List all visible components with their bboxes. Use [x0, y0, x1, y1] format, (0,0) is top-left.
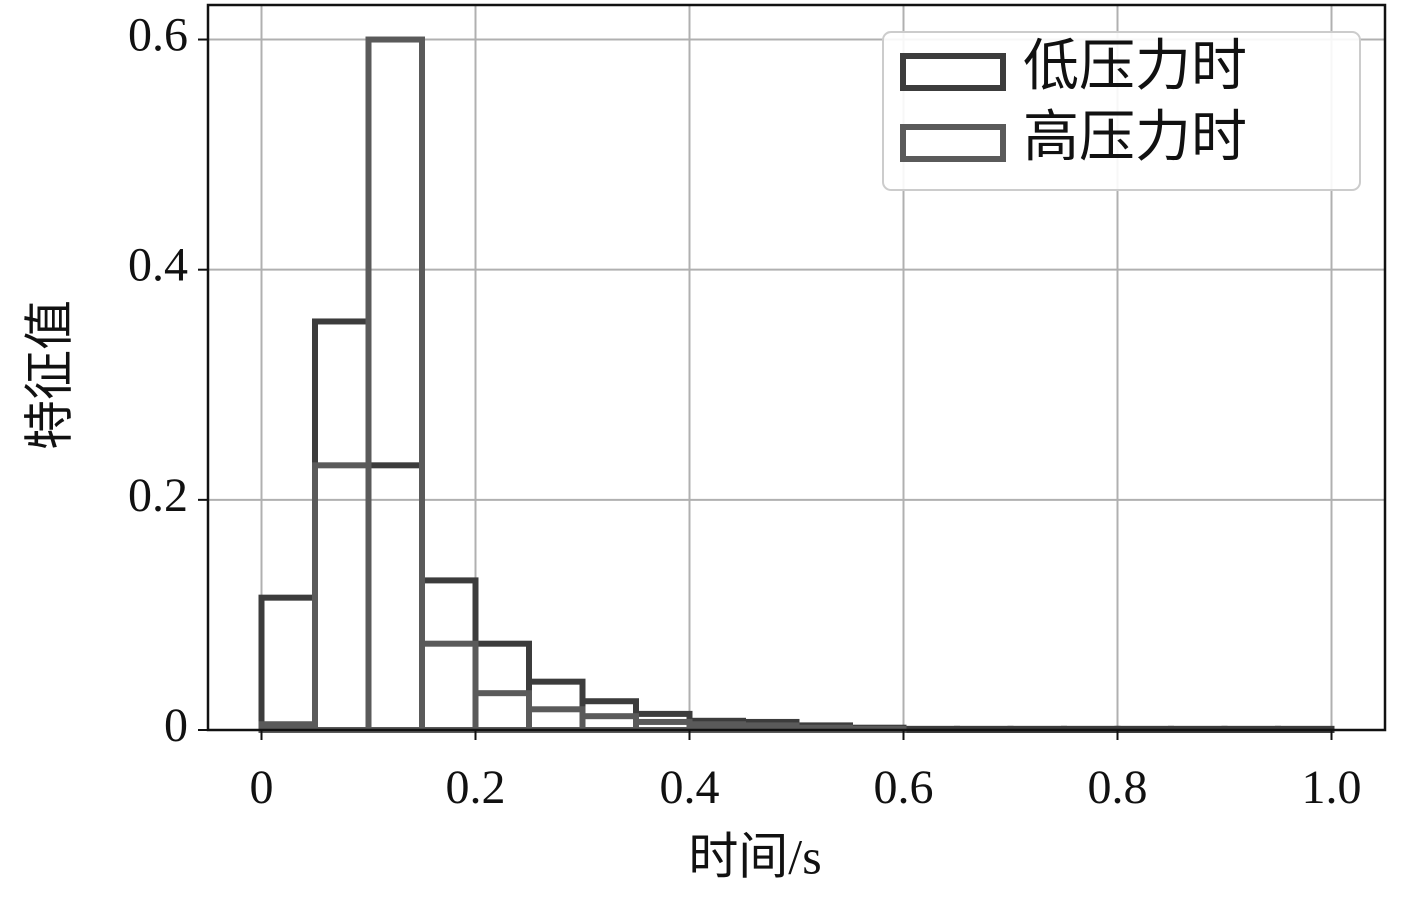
y-tick-label: 0	[164, 699, 188, 752]
x-tick-label: 1.0	[1302, 761, 1362, 814]
x-tick-label: 0	[250, 761, 274, 814]
y-axis-label: 特征值	[21, 300, 77, 450]
legend-swatch	[900, 53, 1006, 91]
y-tick-label: 0.2	[128, 469, 188, 522]
y-tick-label: 0.6	[128, 9, 188, 62]
legend-swatch	[900, 124, 1006, 162]
y-tick-label: 0.4	[128, 239, 188, 292]
x-tick-label: 0.4	[660, 761, 720, 814]
x-tick-label: 0.6	[874, 761, 934, 814]
x-tick-label: 0.2	[446, 761, 506, 814]
x-tick-label: 0.8	[1088, 761, 1148, 814]
plot-frame	[206, 3, 1387, 732]
x-axis-label: 时间/s	[688, 828, 821, 884]
legend-label: 高压力时	[1023, 107, 1247, 169]
legend-label: 低压力时	[1023, 36, 1247, 98]
